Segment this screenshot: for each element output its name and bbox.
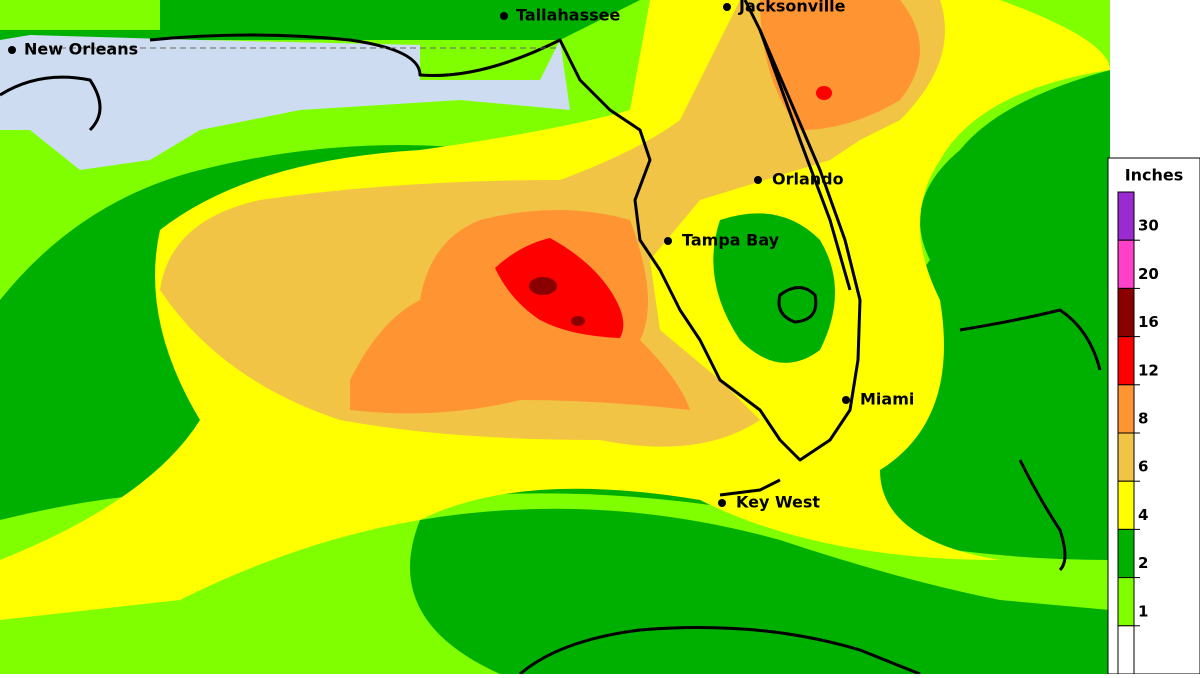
cuba: [519, 626, 921, 676]
city-label: Orlando: [772, 170, 844, 189]
legend-swatch: [1117, 336, 1135, 386]
light-green-corner: [0, 0, 160, 30]
coastline-east: [758, 29, 852, 291]
city-dot: [664, 237, 672, 245]
city-label: New Orleans: [24, 40, 138, 59]
city-label: Tampa Bay: [682, 231, 780, 250]
legend-swatch: [1117, 577, 1135, 627]
legend-label: 30: [1138, 217, 1159, 235]
green-south: [410, 508, 1110, 674]
legend-label: 4: [1138, 506, 1148, 524]
orange-gulf: [350, 210, 690, 414]
city-dot: [500, 12, 508, 20]
red-core: [495, 238, 624, 338]
legend-label: 2: [1138, 554, 1148, 572]
legend-swatch: [1117, 432, 1135, 482]
legend-label: 16: [1138, 313, 1159, 331]
city-dot: [723, 3, 731, 11]
legend-swatch: [1117, 528, 1135, 579]
coastline: [0, 0, 862, 462]
legend-label: 8: [1138, 410, 1148, 428]
red-spot: [816, 86, 832, 100]
legend-label: 12: [1138, 361, 1159, 379]
legend-title: Inches: [1125, 166, 1184, 185]
city-dot: [754, 176, 762, 184]
legend-swatch: [1117, 480, 1135, 530]
legend-swatch: [1117, 287, 1135, 338]
orange-north: [760, 0, 920, 130]
keys: [719, 478, 781, 497]
legend-label: 6: [1138, 458, 1148, 476]
no-data-land: [0, 35, 570, 170]
dark-red-spot: [571, 316, 585, 326]
legend-swatch: [1117, 384, 1135, 434]
legend-label: 1: [1138, 602, 1148, 620]
dark-red-core: [529, 277, 557, 295]
city-label: Key West: [736, 493, 820, 512]
city-dot: [8, 46, 16, 54]
city-label: Jacksonville: [738, 0, 846, 16]
bahamas-cuba: [959, 308, 1102, 572]
legend-label: 20: [1138, 265, 1159, 283]
legend-swatch: [1117, 191, 1135, 241]
city-dot: [842, 396, 850, 404]
lake: [777, 286, 818, 324]
green-inland: [713, 213, 835, 363]
city-dot: [718, 499, 726, 507]
city-label: Tallahassee: [516, 6, 621, 25]
legend-swatch: [1117, 625, 1135, 675]
legend-swatch: [1117, 239, 1135, 289]
legend: Inches 30 20 16 12 8 6 4 2 1: [1107, 157, 1200, 675]
city-label: Miami: [860, 390, 914, 409]
